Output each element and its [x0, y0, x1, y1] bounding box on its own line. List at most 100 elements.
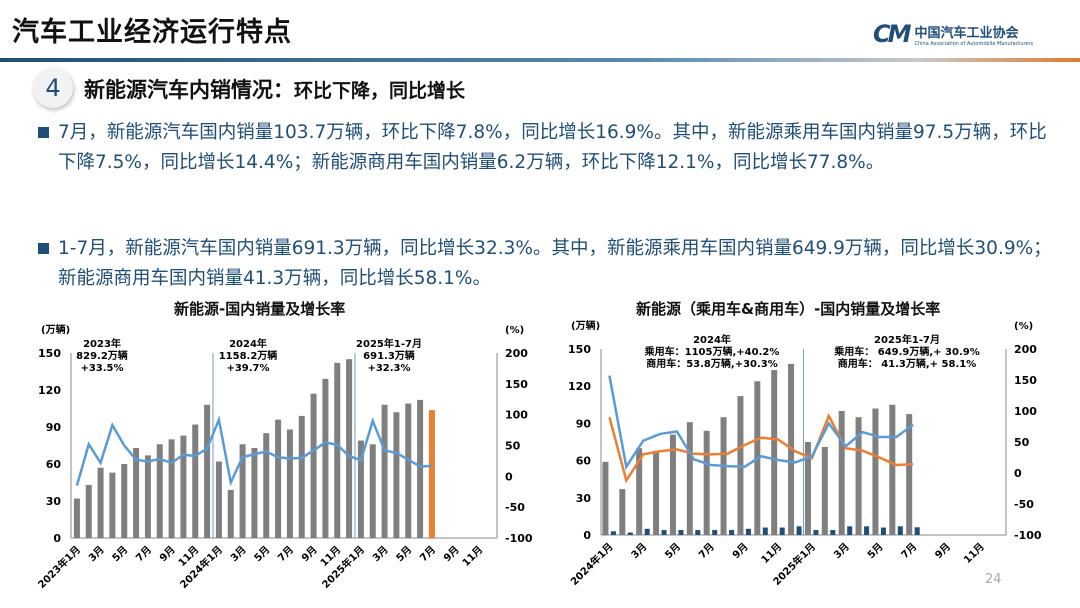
sales-bar — [346, 359, 353, 538]
passenger-sales-bar — [821, 446, 828, 535]
chart1-title: 新能源-国内销量及增长率 — [174, 300, 346, 318]
sales-bar — [310, 393, 317, 538]
sales-bar — [298, 415, 305, 538]
paragraph-text: 7月，新能源汽车国内销量103.7万辆，环比下降7.8%，同比增长16.9%。其… — [58, 122, 1047, 173]
section-title-main: 新能源汽车内销情况： — [84, 78, 294, 102]
sales-bar — [168, 439, 175, 538]
sales-bar — [381, 404, 388, 538]
sales-bar — [286, 429, 293, 538]
y2-tick-label: -100 — [505, 532, 533, 545]
sales-bar — [85, 484, 92, 538]
annotation-text: 乘用车：1105万辆,+40.2% — [644, 345, 780, 358]
section-title-suffix: 环比下降，同比增长 — [294, 80, 466, 102]
passenger-sales-bar — [906, 414, 913, 535]
passenger-sales-bar — [872, 408, 879, 535]
annotation-text: 2024年 — [229, 337, 267, 350]
commercial-sales-bar — [678, 530, 684, 535]
passenger-sales-bar — [653, 450, 660, 535]
sales-bar — [144, 455, 151, 538]
commercial-sales-bar — [813, 530, 819, 535]
annotation-text: 2025年1-7月 — [874, 333, 940, 346]
annotation-text: 2023年 — [83, 337, 121, 350]
passenger-sales-bar — [686, 422, 693, 535]
sales-bar — [133, 447, 140, 538]
y-tick-label: 0 — [53, 532, 61, 545]
y2-tick-label: -100 — [1014, 529, 1042, 542]
annotation-text: 691.3万辆 — [363, 349, 415, 362]
x-tick-label: 7月 — [696, 541, 716, 561]
x-tick-label: 5月 — [252, 544, 272, 564]
paragraph-ytd: 1-7月，新能源汽车国内销量691.3万辆，同比增长32.3%。其中，新能源乘用… — [38, 234, 1058, 294]
y-tick-label: 30 — [46, 495, 62, 508]
commercial-growth-line — [608, 375, 914, 471]
passenger-sales-bar — [703, 430, 710, 535]
commercial-sales-bar — [779, 527, 785, 535]
x-tick-label: 9月 — [157, 544, 177, 564]
x-tick-label: 7月 — [418, 544, 438, 564]
commercial-sales-bar — [695, 530, 701, 535]
annotation-text: 1158.2万辆 — [219, 349, 278, 362]
x-tick-label: 7月 — [899, 541, 919, 561]
x-tick-label: 5月 — [865, 541, 885, 561]
x-tick-label: 3月 — [228, 544, 248, 564]
y-tick-label: 0 — [583, 529, 591, 542]
sales-bar — [357, 440, 364, 538]
caam-logo-icon: CM — [873, 20, 911, 48]
y2-tick-label: 200 — [1014, 343, 1037, 356]
sales-bar — [263, 433, 270, 538]
y2-tick-label: 50 — [1014, 436, 1030, 449]
y2-tick-label: -50 — [505, 501, 525, 514]
annotation-text: 2025年1-7月 — [356, 337, 422, 350]
commercial-sales-bar — [762, 527, 768, 535]
x-tick-label: 7月 — [134, 544, 154, 564]
growth-line — [75, 415, 432, 487]
x-tick-label: 3月 — [629, 541, 649, 561]
commercial-sales-bar — [796, 526, 802, 535]
sales-bar — [405, 403, 412, 538]
y-tick-label: 60 — [46, 458, 62, 471]
passenger-sales-bar — [720, 417, 727, 535]
sales-bar — [204, 404, 211, 538]
annotation-text: +39.7% — [226, 363, 269, 374]
logo-cn: 中国汽车工业协会 — [914, 25, 1019, 41]
sales-bar — [192, 424, 199, 538]
paragraph-july: 7月，新能源汽车国内销量103.7万辆，环比下降7.8%，同比增长16.9%。其… — [38, 118, 1058, 178]
commercial-sales-bar — [847, 526, 853, 535]
x-tick-label: 3月 — [370, 544, 390, 564]
sales-bar — [251, 447, 258, 538]
passenger-sales-bar — [771, 370, 778, 535]
commercial-sales-bar — [830, 530, 836, 535]
x-tick-label: 5月 — [110, 544, 130, 564]
annotation-text: 829.2万辆 — [76, 349, 128, 362]
annotation-text: 商用车：53.8万辆,+30.3% — [646, 357, 778, 370]
passenger-sales-bar — [804, 442, 811, 535]
y2-tick-label: 0 — [505, 470, 513, 483]
y2-tick-label: 100 — [505, 409, 528, 422]
commercial-sales-bar — [897, 526, 903, 535]
x-tick-label: 11月 — [759, 541, 784, 566]
y2-axis-label: (%) — [505, 325, 524, 336]
y-axis-label: (万辆) — [571, 319, 600, 332]
x-tick-label: 5月 — [663, 541, 683, 561]
sales-bar — [417, 399, 424, 538]
sales-bar — [97, 467, 104, 538]
logo: CM 中国汽车工业协会 China Association of Automob… — [873, 20, 1033, 48]
sales-bar — [275, 419, 282, 538]
paragraph-text: 1-7月，新能源汽车国内销量691.3万辆，同比增长32.3%。其中，新能源乘用… — [58, 238, 1052, 289]
sales-bar — [369, 444, 376, 538]
sales-bar — [156, 444, 163, 538]
sales-bar — [215, 461, 222, 538]
annotation-text: 2024年 — [693, 333, 731, 346]
passenger-growth-line — [608, 412, 914, 484]
x-tick-label: 9月 — [299, 544, 319, 564]
chart-total-nev: 0 30 60 90 120 150 -100 -50 0 50 100 150 200 (万辆) (%) 2… — [35, 323, 533, 591]
commercial-sales-bar — [610, 531, 616, 535]
x-tick-label: 9月 — [441, 544, 461, 564]
commercial-sales-bar — [914, 527, 920, 535]
annotation-text: 乘用车： 649.9万辆,+ 30.9% — [833, 345, 979, 358]
y-tick-label: 150 — [568, 343, 591, 356]
commercial-sales-bar — [745, 528, 751, 535]
passenger-sales-bar — [669, 434, 676, 535]
x-tick-label: 7月 — [276, 544, 296, 564]
commercial-sales-bar — [661, 530, 667, 535]
